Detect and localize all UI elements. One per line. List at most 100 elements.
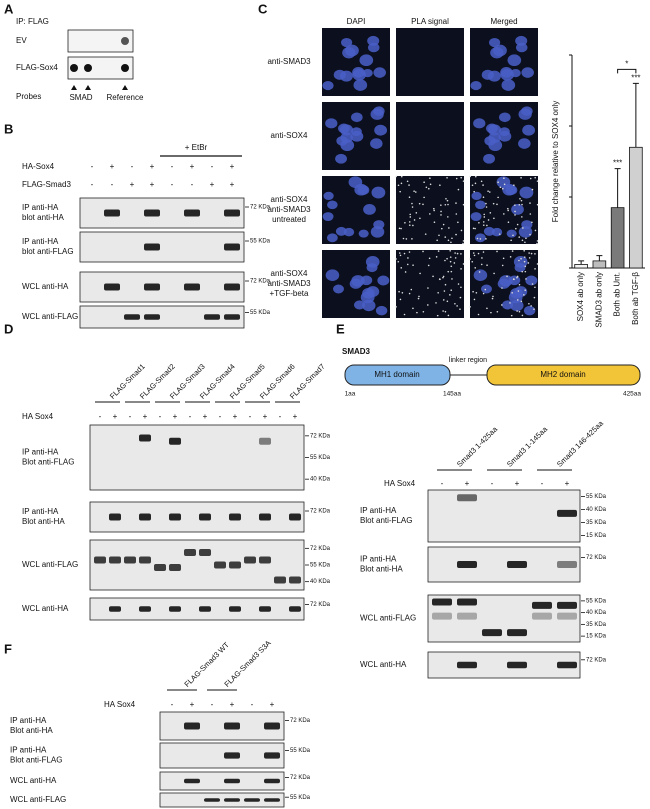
band (507, 561, 527, 568)
lane-label: HA Sox4 (22, 412, 54, 421)
pla-dot (536, 203, 539, 206)
pla-dot (487, 219, 490, 221)
pla-dot (472, 252, 475, 254)
nucleus (343, 227, 355, 237)
nucleus (351, 112, 363, 123)
lane-sign: - (279, 412, 282, 421)
lane-sign: + (210, 180, 215, 189)
row-label: anti-SMAD3 (267, 57, 311, 66)
position: 425aa (623, 391, 641, 398)
pla-dot (438, 234, 440, 237)
nucleus (483, 153, 495, 164)
pla-dot (534, 268, 536, 270)
band (289, 576, 301, 584)
pla-dot (531, 283, 534, 285)
pla-dot (518, 283, 521, 286)
nucleus (373, 220, 385, 230)
pla-dot (408, 292, 411, 295)
nucleus (523, 305, 536, 316)
pla-dot (450, 270, 453, 273)
comparison: * (625, 60, 628, 69)
pla-dot (516, 276, 518, 279)
micrograph (396, 28, 464, 96)
row-label: EV (16, 36, 27, 45)
pla-dot (462, 180, 465, 182)
pla-dot (534, 286, 536, 289)
nucleus (507, 54, 522, 67)
band (204, 314, 220, 320)
band (289, 606, 301, 612)
nucleus (370, 226, 385, 238)
pla-dot (522, 227, 524, 229)
marker-label: 15 KDa (586, 533, 607, 539)
blot-label: WCL anti-HA (22, 282, 69, 291)
nucleus (521, 67, 534, 78)
pla-dot (478, 221, 480, 224)
pla-dot (482, 224, 485, 226)
pla-dot (475, 291, 478, 294)
pla-dot (496, 310, 499, 313)
pla-dot (502, 257, 505, 260)
lane-sign: + (143, 412, 148, 421)
pla-dot (462, 203, 465, 206)
blot (79, 197, 245, 229)
pla-dot (521, 216, 523, 218)
marker-label: 55 KDa (586, 598, 607, 604)
pla-dot (424, 233, 427, 235)
construct-label: Smad3 146-425aa (555, 418, 606, 469)
nucleus (511, 204, 524, 215)
pla-dot (444, 259, 446, 262)
pla-dot (524, 241, 526, 244)
pla-dot (438, 278, 441, 280)
band (224, 722, 240, 730)
pla-dot (496, 250, 498, 253)
row-label: untreated (272, 215, 306, 224)
pla-dot (446, 257, 448, 260)
nucleus (518, 226, 533, 238)
pla-dot (486, 307, 488, 310)
band (457, 561, 477, 568)
lane-sign: + (110, 162, 115, 171)
blot (79, 231, 245, 263)
band (274, 576, 286, 584)
pla-dot (432, 275, 434, 278)
pla-dot (482, 251, 485, 253)
probe: SMAD (69, 93, 92, 102)
pla-dot (460, 286, 462, 289)
pla-dot (469, 175, 472, 178)
nucleus (506, 229, 517, 238)
pla-dot (400, 182, 403, 185)
nucleus (333, 284, 344, 294)
nucleus (475, 200, 486, 210)
blot (159, 742, 285, 769)
pla-dot (485, 202, 487, 205)
lane-sign: + (113, 412, 118, 421)
pla-dot (406, 263, 409, 266)
band (169, 564, 181, 571)
pla-dot (410, 288, 413, 291)
lane-sign: + (565, 479, 570, 488)
pla-dot (493, 217, 495, 220)
lane-sign: + (150, 162, 155, 171)
pla-dot (516, 275, 519, 278)
marker-label: 72 KDa (310, 546, 331, 552)
pla-dot (455, 233, 457, 236)
pla-dot (451, 237, 453, 240)
nucleus (515, 35, 528, 46)
pla-dot (419, 272, 421, 275)
lane-sign: - (129, 412, 132, 421)
lane-sign: + (263, 412, 268, 421)
band (144, 314, 160, 320)
pla-dot (499, 186, 502, 189)
blot (427, 651, 581, 679)
pla-dot (450, 241, 452, 244)
marker-label: 72 KDa (290, 775, 311, 781)
nucleus (481, 284, 492, 294)
band (557, 601, 577, 609)
pla-dot (450, 289, 453, 292)
nucleus (325, 118, 338, 129)
pla-dot (510, 314, 513, 317)
pla-dot (473, 190, 475, 193)
x-tick-label: Both ab TGF-β (631, 272, 640, 325)
nucleus (514, 286, 528, 297)
